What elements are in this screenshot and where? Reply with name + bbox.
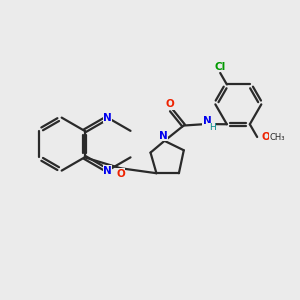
Text: O: O: [116, 169, 125, 178]
Text: CH₃: CH₃: [269, 133, 285, 142]
Text: N: N: [203, 116, 212, 125]
Text: O: O: [261, 132, 270, 142]
Text: N: N: [103, 166, 112, 176]
Text: O: O: [165, 99, 174, 109]
Text: Cl: Cl: [214, 61, 226, 71]
Text: N: N: [103, 112, 112, 123]
Text: H: H: [209, 123, 216, 132]
Text: N: N: [159, 130, 167, 141]
